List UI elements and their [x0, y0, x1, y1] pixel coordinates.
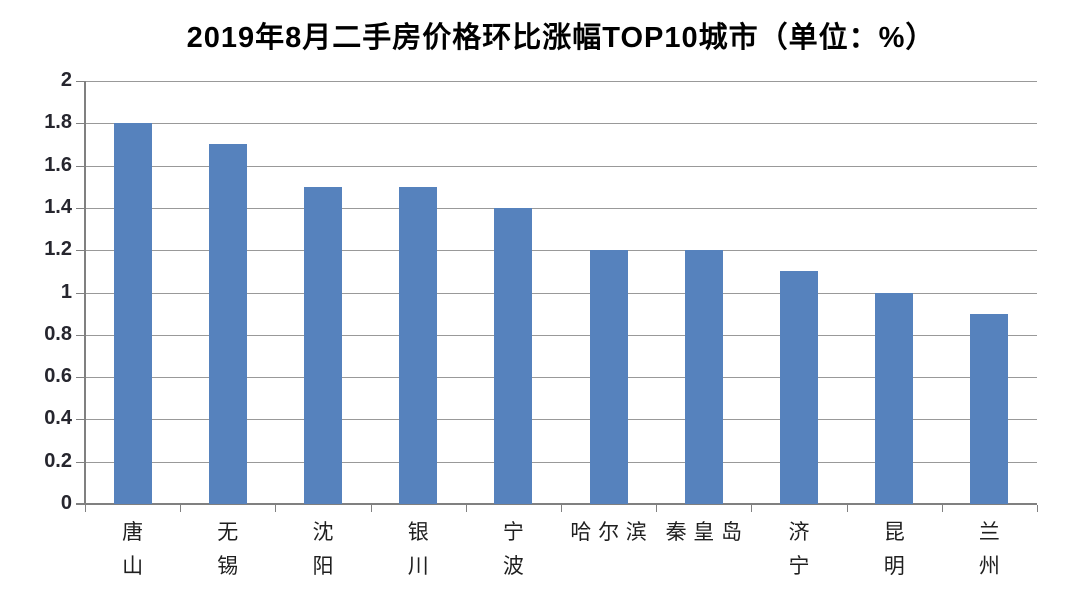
y-axis-label: 1.6 [44, 153, 72, 176]
gridline [85, 250, 1037, 252]
y-axis-label: 0.2 [44, 449, 72, 472]
x-axis-tick [1037, 505, 1038, 512]
y-axis-tick [76, 377, 85, 379]
bar [208, 144, 247, 504]
x-axis-label: 秦皇岛 [665, 521, 749, 544]
x-axis-label: 哈尔滨 [570, 521, 654, 544]
gridline [85, 419, 1037, 421]
y-axis-label: 0.8 [44, 322, 72, 345]
x-axis-tick [656, 505, 658, 512]
gridline [85, 123, 1037, 125]
y-axis-tick [76, 207, 85, 209]
x-axis-tick [275, 505, 277, 512]
y-axis-tick [76, 461, 85, 463]
x-axis-tick [941, 505, 943, 512]
x-axis-tick [846, 505, 848, 512]
y-axis-line [84, 81, 86, 504]
gridline [85, 207, 1037, 209]
y-axis-label: 1.8 [44, 111, 72, 134]
x-axis-label: 宁波 [502, 521, 524, 578]
y-axis-tick [76, 123, 85, 125]
gridline [85, 334, 1037, 336]
x-axis-line [76, 503, 1037, 505]
y-axis-label: 0.4 [44, 407, 72, 430]
y-axis-label: 2 [60, 69, 72, 91]
y-axis-label: 1.4 [44, 195, 72, 218]
y-axis-label: 1 [60, 280, 72, 303]
x-axis-label: 银川 [407, 521, 429, 578]
y-axis-tick [76, 292, 85, 294]
chart-title: 2019年8月二手房价格环比涨幅TOP10城市（单位：%） [186, 22, 936, 54]
bar [304, 186, 342, 504]
y-axis-tick [76, 419, 85, 421]
y-axis-label: 0 [60, 492, 72, 514]
x-axis-label: 无锡 [217, 521, 239, 578]
bar [113, 123, 152, 504]
gridline [85, 292, 1037, 294]
bar [399, 186, 438, 504]
x-axis-tick [561, 505, 562, 512]
bar [494, 207, 533, 504]
y-axis-label: 1.2 [44, 238, 72, 261]
gridline [85, 165, 1037, 167]
y-axis-tick [76, 334, 85, 336]
x-axis-tick [751, 505, 753, 512]
bar [970, 313, 1009, 504]
y-axis-tick [76, 165, 85, 167]
gridline [85, 461, 1037, 463]
x-axis-label: 沈阳 [312, 521, 334, 578]
gridline [85, 377, 1037, 379]
x-axis-label: 昆明 [883, 521, 905, 578]
x-axis-label: 济宁 [788, 521, 810, 578]
gridline [85, 81, 1037, 82]
y-axis-label: 0.6 [44, 365, 72, 388]
x-axis-label: 唐山 [122, 521, 144, 578]
x-axis-tick [85, 505, 86, 512]
y-axis-tick [76, 81, 85, 82]
bar [875, 292, 914, 504]
y-axis-tick [76, 250, 85, 252]
x-axis-tick [465, 505, 467, 512]
bar [684, 250, 723, 504]
x-axis-tick [370, 505, 372, 512]
bar [780, 271, 818, 504]
x-axis-label: 兰州 [978, 521, 1000, 578]
x-axis-tick [180, 505, 182, 512]
bar [589, 250, 628, 504]
